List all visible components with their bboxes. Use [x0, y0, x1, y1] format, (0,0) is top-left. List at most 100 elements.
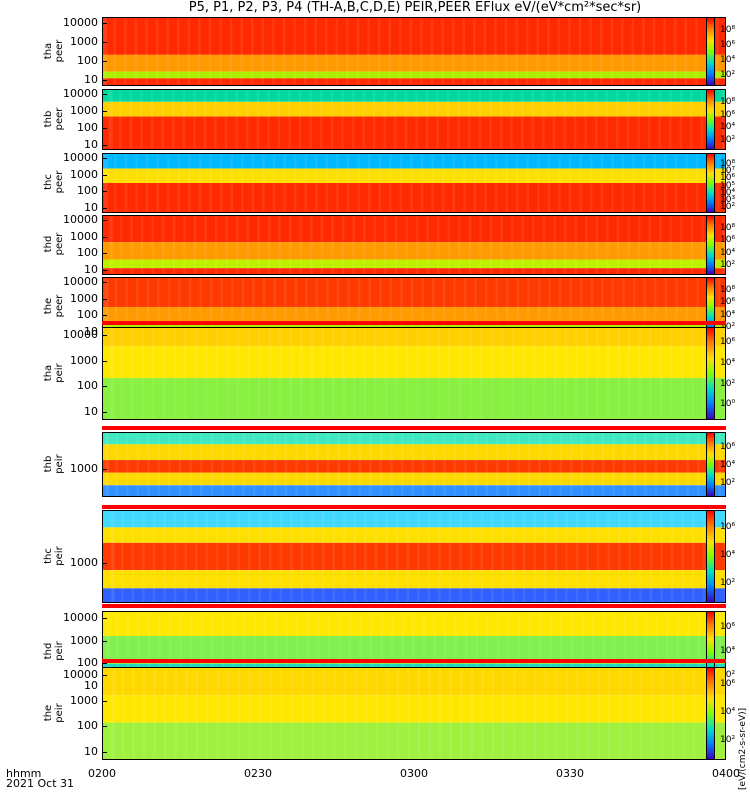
texture-stripe [421, 278, 424, 336]
texture-stripe [464, 433, 467, 496]
colorbar-tick-label: 10⁴ [720, 187, 736, 198]
texture-stripe [333, 668, 336, 759]
texture-stripe [441, 154, 445, 212]
texture-stripe [486, 612, 489, 692]
texture-stripe [415, 90, 418, 149]
texture-stripe [515, 18, 518, 85]
texture-stripe [177, 154, 181, 212]
texture-stripe [623, 612, 627, 692]
texture-stripe [247, 328, 250, 419]
texture-stripe [163, 511, 166, 602]
texture-stripe [506, 433, 510, 496]
colorbar-tick-label: 10⁶ [720, 441, 736, 452]
y-tick-mark [102, 700, 107, 702]
texture-stripe [458, 216, 461, 274]
texture-stripe [242, 433, 245, 496]
texture-stripe [458, 328, 462, 419]
texture-stripe [315, 154, 318, 212]
texture-stripe [305, 278, 308, 336]
texture-stripe [185, 668, 188, 759]
texture-stripe [141, 328, 145, 419]
spectrogram-panel-the-peir [102, 667, 726, 760]
colorbar-tick-label: 10² [720, 322, 736, 333]
texture-stripe [300, 328, 303, 419]
texture-stripe [436, 90, 439, 149]
texture-stripe [417, 668, 421, 759]
texture-stripe [507, 612, 510, 692]
texture-stripe [390, 433, 393, 496]
texture-stripe [701, 216, 704, 274]
texture-stripe [106, 278, 109, 336]
texture-stripe [555, 668, 558, 759]
texture-stripe [506, 278, 509, 336]
texture-stripe [109, 328, 113, 419]
texture-stripe [377, 18, 381, 85]
y-tick-mark [102, 674, 107, 676]
spectrogram-image [103, 433, 725, 496]
texture-stripe [348, 433, 351, 496]
texture-stripe [468, 90, 471, 149]
texture-stripe [389, 154, 392, 212]
texture-stripe [284, 433, 288, 496]
texture-stripe [401, 612, 405, 692]
texture-stripe [700, 90, 704, 149]
texture-stripe [629, 668, 632, 759]
texture-stripe [534, 668, 537, 759]
texture-stripe [627, 216, 630, 274]
texture-stripe [647, 90, 651, 149]
texture-stripe [616, 90, 619, 149]
texture-stripe [156, 154, 159, 212]
y-tick-label: 1000 [70, 229, 98, 243]
texture-stripe [605, 90, 609, 149]
texture-stripe [622, 278, 625, 336]
texture-stripe [654, 278, 657, 336]
texture-stripe [718, 433, 721, 496]
colorbar [706, 153, 715, 213]
texture-stripe [188, 154, 191, 212]
panel-separator [102, 426, 726, 430]
colorbar-tick-label: 10² [720, 478, 736, 489]
texture-stripe [272, 18, 275, 85]
texture-stripe [269, 668, 273, 759]
texture-stripe [547, 18, 550, 85]
texture-stripe [257, 216, 260, 274]
colorbar-tick-label: 10⁰ [720, 399, 736, 410]
texture-stripe [326, 433, 330, 496]
texture-stripe [489, 90, 492, 149]
y-tick-label: 100 [77, 54, 98, 68]
texture-stripe [358, 278, 361, 336]
texture-stripe [252, 278, 255, 336]
spectrogram-image [103, 154, 725, 212]
texture-stripe [399, 18, 402, 85]
flux-band-2 [103, 460, 725, 473]
flux-band-2 [103, 722, 725, 759]
texture-stripe [107, 612, 110, 692]
texture-stripe [411, 433, 414, 496]
texture-stripe [351, 90, 355, 149]
texture-stripe [135, 154, 138, 212]
texture-stripe [152, 511, 156, 602]
y-tick-label: 10 [84, 73, 98, 87]
y-tick-mark [102, 334, 107, 336]
texture-stripe [580, 278, 583, 336]
x-axis-unit-label: hhmm [6, 767, 42, 780]
texture-stripe [282, 18, 286, 85]
texture-stripe [155, 18, 159, 85]
colorbar-tick-label: 10⁸ [720, 25, 736, 36]
texture-stripe [437, 328, 441, 419]
texture-stripe [573, 90, 577, 149]
texture-stripe [224, 90, 228, 149]
texture-stripe [664, 278, 668, 336]
colorbar-units-label: [eV/(cm2-s-sr-eV)] [738, 707, 748, 790]
texture-stripe [167, 278, 171, 336]
y-tick-mark [102, 315, 107, 317]
texture-stripe [325, 154, 329, 212]
texture-stripe [284, 278, 287, 336]
y-tick-label: 1000 [70, 291, 98, 305]
texture-stripe [246, 90, 249, 149]
texture-stripe [626, 90, 630, 149]
texture-stripe [553, 216, 556, 274]
texture-stripe [300, 511, 304, 602]
texture-stripe [400, 278, 403, 336]
texture-stripe [193, 90, 196, 149]
